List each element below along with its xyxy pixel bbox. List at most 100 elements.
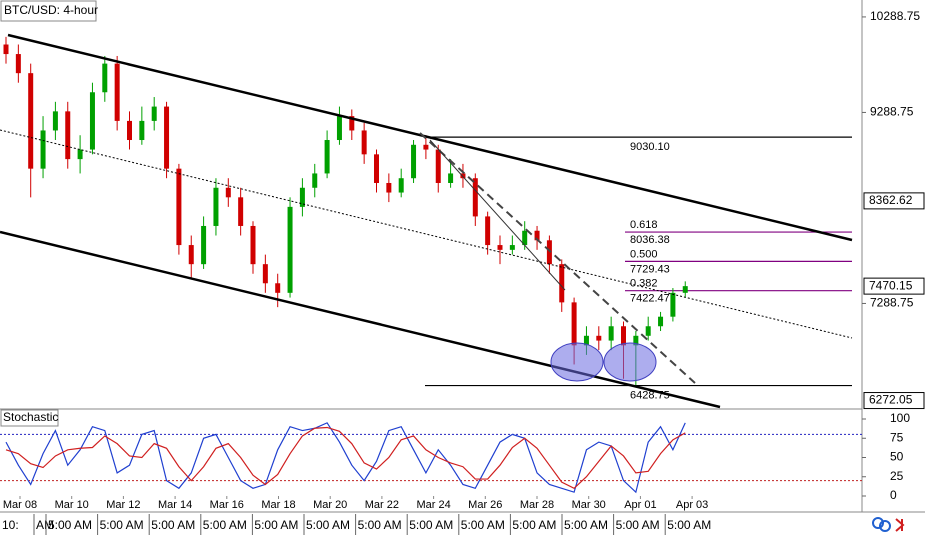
x-tick-label: Mar 26 — [468, 499, 502, 511]
price-box — [863, 392, 925, 410]
level-label: 6428.75 — [630, 389, 670, 401]
candle-body — [571, 302, 577, 346]
candle-body — [460, 173, 466, 179]
x-tick-label: Apr 01 — [624, 499, 656, 511]
time-label: 5:00 AM — [306, 518, 350, 532]
candle-body — [336, 116, 342, 141]
stoch-title-box — [0, 409, 59, 427]
chart-title: BTC/USD: 4-hour — [4, 3, 98, 17]
time-label: 5:00 AM — [461, 518, 505, 532]
time-label: 5:00 AM — [616, 518, 660, 532]
candle-body — [3, 44, 9, 55]
highlight — [603, 342, 657, 382]
y-tick-label: 0 — [890, 488, 897, 502]
x-tick-label: Mar 28 — [520, 499, 554, 511]
drawings — [0, 33, 853, 409]
trend-dashed — [419, 132, 696, 384]
candle-body — [534, 230, 540, 241]
x-tick-label: Mar 24 — [416, 499, 450, 511]
candle-body — [188, 245, 194, 265]
y-tick-label: 50 — [890, 450, 904, 464]
candle-body — [213, 187, 219, 226]
candle-body — [411, 144, 417, 179]
candle-body — [275, 283, 281, 293]
candle-body — [102, 63, 108, 93]
candle-body — [250, 225, 256, 265]
x-tick-label: Mar 12 — [106, 499, 140, 511]
fib-ratio: 0.382 — [630, 278, 658, 290]
candle-body — [485, 216, 491, 246]
channel-upper — [7, 33, 853, 242]
fib-value: 7422.47 — [630, 293, 670, 305]
candle-body — [682, 286, 688, 293]
x-tick-label: Mar 18 — [261, 499, 295, 511]
candle-body — [52, 111, 58, 131]
time-label: 5:00 AM — [151, 518, 195, 532]
highlight — [550, 342, 604, 382]
candle-body — [77, 149, 83, 160]
candle-body — [472, 178, 478, 217]
x-tick-label: Mar 08 — [3, 499, 37, 511]
fib-ratio: 0.618 — [630, 219, 658, 231]
candle-body — [262, 264, 268, 284]
y-tick-label: 25 — [890, 469, 904, 483]
time-label: 5:00 AM — [48, 518, 92, 532]
candle-body — [176, 168, 182, 246]
link-icon[interactable] — [872, 517, 884, 529]
price-box — [863, 277, 925, 295]
candle-body — [423, 144, 429, 150]
candle-body — [559, 264, 565, 303]
candle-body — [374, 154, 379, 183]
time-label: 5:00 AM — [409, 518, 453, 532]
time-label: 5:00 AM — [100, 518, 144, 532]
candle-body — [509, 245, 515, 250]
candle-body — [435, 149, 441, 183]
candle-body — [608, 326, 614, 341]
price-box-label: 6272.05 — [869, 393, 913, 407]
arrow-icon[interactable] — [895, 518, 905, 532]
link-icon[interactable] — [879, 520, 891, 532]
stoch-line — [5, 426, 686, 490]
stoch-title: Stochastic — [3, 410, 58, 424]
x-tick-label: Mar 10 — [55, 499, 89, 511]
time-label: 5:00 AM — [564, 518, 608, 532]
price-box-label: 8362.62 — [869, 193, 913, 207]
price-box — [863, 192, 925, 210]
y-tick-label: 7288.75 — [870, 296, 914, 310]
time-label: 5:00 AM — [254, 518, 298, 532]
stoch-line — [5, 422, 686, 494]
candle-body — [28, 73, 34, 169]
time-label: 5:00 AM — [203, 518, 247, 532]
candle-body — [89, 92, 95, 150]
candle-body — [448, 173, 454, 183]
level-label: 9030.10 — [630, 141, 670, 153]
candle-body — [287, 206, 293, 293]
candle-body — [658, 316, 664, 327]
y-tick-label: 100 — [890, 411, 910, 425]
x-tick-label: Mar 20 — [313, 499, 347, 511]
candle-body — [596, 335, 602, 341]
candle-body — [15, 54, 21, 74]
icons[interactable] — [872, 517, 905, 532]
candle-body — [127, 120, 132, 141]
candle-body — [670, 292, 676, 317]
time-label: 5:00 AM — [667, 518, 711, 532]
candle-body — [583, 335, 589, 346]
candle-body — [324, 140, 330, 174]
price-box-label: 7470.15 — [869, 278, 913, 292]
candle-body — [238, 197, 244, 226]
x-tick-label: Mar 22 — [365, 499, 399, 511]
y-tick-label: 9288.75 — [870, 105, 914, 119]
candle-body — [299, 187, 305, 207]
candle-body — [349, 116, 355, 131]
x-tick-label: Mar 14 — [158, 499, 192, 511]
candle-body — [633, 335, 639, 346]
candle-body — [151, 106, 157, 121]
fib-value: 7729.43 — [630, 263, 670, 275]
channel-lower — [0, 230, 721, 409]
candle-body — [225, 187, 231, 198]
time-label: 10: — [2, 518, 19, 532]
time-label: 5:00 AM — [512, 518, 556, 532]
candle-body — [312, 173, 318, 188]
